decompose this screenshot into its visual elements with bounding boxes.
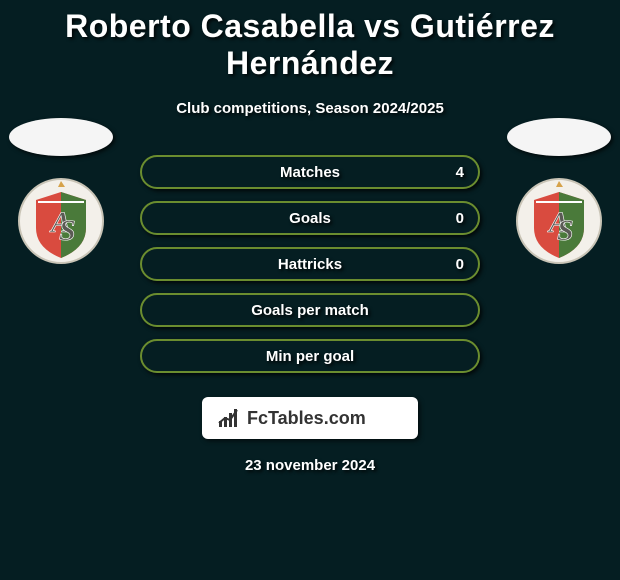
branding-box: FcTables.com: [202, 397, 418, 439]
stat-row: Matches 4: [0, 149, 620, 195]
stat-label: Matches: [280, 164, 340, 181]
stat-value-right: 4: [456, 164, 464, 181]
stat-rows: Matches 4 Goals 0 Hattricks 0 Goals per …: [0, 149, 620, 379]
date-text: 23 november 2024: [0, 457, 620, 474]
branding-logo: FcTables.com: [215, 403, 405, 433]
stat-label: Goals: [289, 210, 331, 227]
stat-pill-min-per-goal: Min per goal: [140, 339, 480, 373]
stat-value-right: 0: [456, 210, 464, 227]
page-title: Roberto Casabella vs Gutiérrez Hernández: [0, 0, 620, 82]
stat-pill-goals: Goals 0: [140, 201, 480, 235]
stat-pill-hattricks: Hattricks 0: [140, 247, 480, 281]
stat-pill-matches: Matches 4: [140, 155, 480, 189]
stat-pill-goals-per-match: Goals per match: [140, 293, 480, 327]
season-subtitle: Club competitions, Season 2024/2025: [0, 100, 620, 117]
stat-value-right: 0: [456, 256, 464, 273]
stat-row: Goals per match: [0, 287, 620, 333]
comparison-card: Roberto Casabella vs Gutiérrez Hernández…: [0, 0, 620, 474]
stat-row: Min per goal: [0, 333, 620, 379]
stat-label: Min per goal: [266, 348, 354, 365]
stat-label: Goals per match: [251, 302, 369, 319]
stat-label: Hattricks: [278, 256, 342, 273]
stat-row: Goals 0: [0, 195, 620, 241]
stat-row: Hattricks 0: [0, 241, 620, 287]
branding-text: FcTables.com: [247, 408, 366, 428]
